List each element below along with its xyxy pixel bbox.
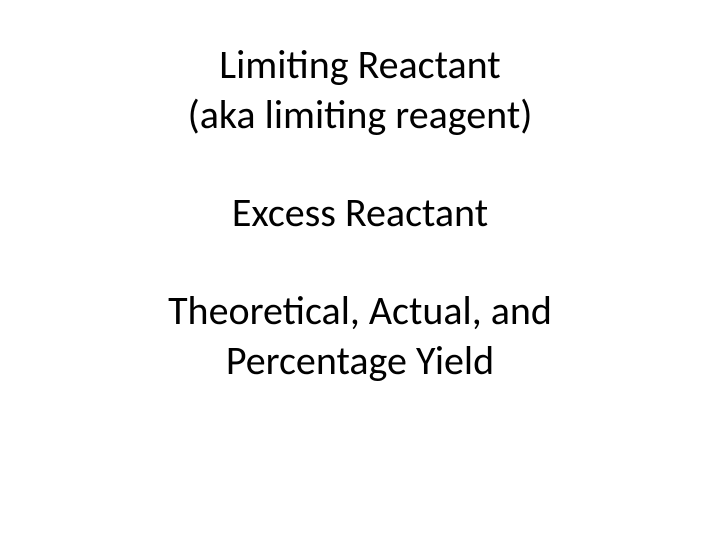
spacer-2 — [168, 238, 552, 286]
title-line-5: Percentage Yield — [168, 336, 552, 386]
title-line-1: Limiting Reactant — [168, 40, 552, 90]
slide-text-block: Limiting Reactant (aka limiting reagent)… — [168, 40, 552, 386]
title-line-3: Excess Reactant — [168, 188, 552, 238]
spacer-1 — [168, 140, 552, 188]
title-line-2: (aka limiting reagent) — [168, 90, 552, 140]
title-line-4: Theoretical, Actual, and — [168, 286, 552, 336]
